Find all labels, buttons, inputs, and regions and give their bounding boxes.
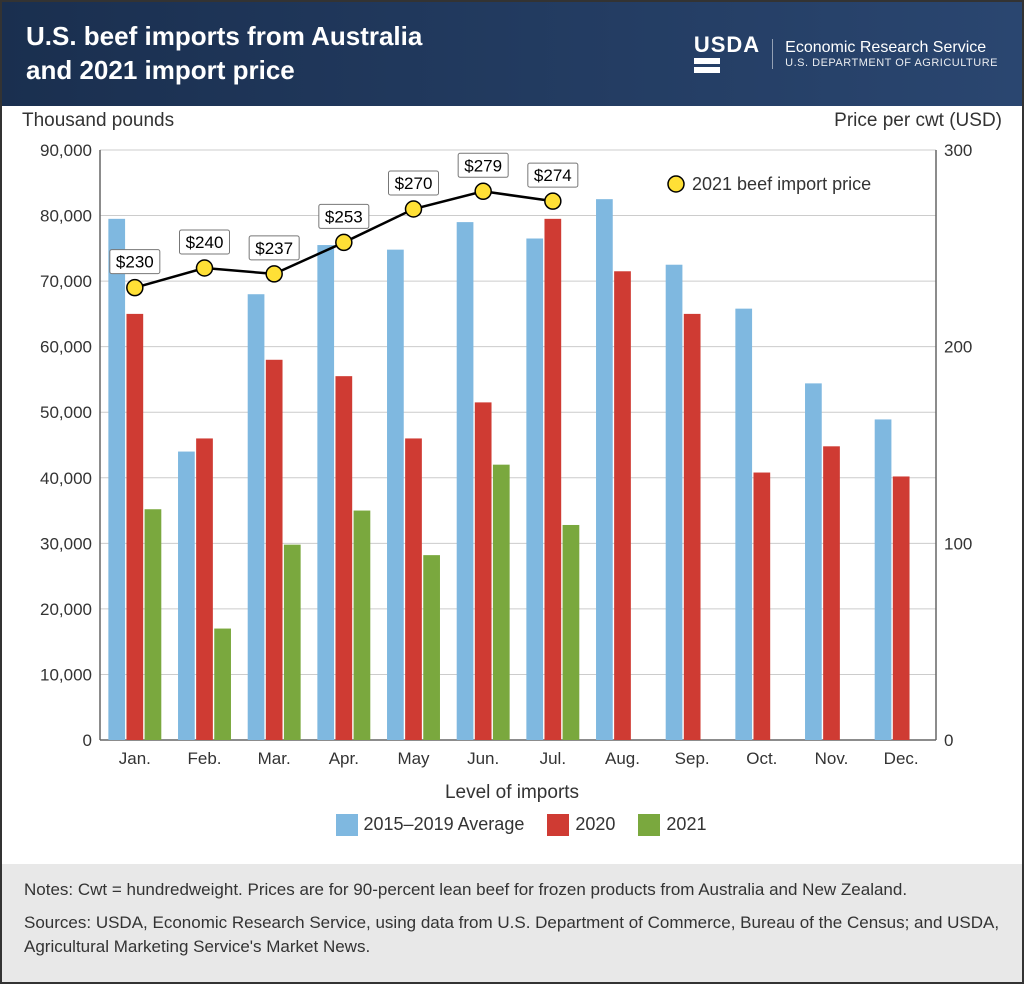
svg-text:40,000: 40,000 xyxy=(40,468,92,487)
sources-line: Sources: USDA, Economic Research Service… xyxy=(24,911,1000,960)
svg-text:Sep.: Sep. xyxy=(675,749,710,768)
svg-text:$274: $274 xyxy=(534,166,572,185)
svg-text:$253: $253 xyxy=(325,207,363,226)
usda-bars-icon xyxy=(694,58,720,76)
svg-text:50,000: 50,000 xyxy=(40,403,92,422)
svg-text:60,000: 60,000 xyxy=(40,337,92,356)
svg-text:Dec.: Dec. xyxy=(884,749,919,768)
footer-notes: Notes: Cwt = hundredweight. Prices are f… xyxy=(2,864,1022,982)
header-bar: U.S. beef imports from Australia and 202… xyxy=(2,2,1022,106)
chart-svg: 0 10,000 20,000 30,000 40,000 50,000 60,000 70,… xyxy=(22,116,1006,776)
legend-label-2021: 2021 xyxy=(666,814,706,834)
bar-legend: 2015–2019 Average 2020 2021 xyxy=(22,806,1002,848)
sources-text: USDA, Economic Research Service, using d… xyxy=(24,913,999,957)
svg-text:300: 300 xyxy=(944,141,972,160)
title-line1: U.S. beef imports from Australia xyxy=(26,21,422,51)
svg-text:10,000: 10,000 xyxy=(40,665,92,684)
notes-label: Notes: xyxy=(24,880,73,899)
svg-text:Nov.: Nov. xyxy=(815,749,849,768)
sources-label: Sources: xyxy=(24,913,91,932)
svg-text:Feb.: Feb. xyxy=(187,749,221,768)
usda-wordmark: USDA xyxy=(694,32,760,57)
title-line2: and 2021 import price xyxy=(26,55,295,85)
usda-subtitle2: U.S. DEPARTMENT OF AGRICULTURE xyxy=(785,57,998,69)
svg-text:200: 200 xyxy=(944,337,972,356)
svg-text:0: 0 xyxy=(83,731,92,750)
legend-swatch-2021 xyxy=(638,814,660,836)
legend-label-2020: 2020 xyxy=(575,814,615,834)
legend-label-avg: 2015–2019 Average xyxy=(364,814,525,834)
usda-logo-block: USDA Economic Research Service U.S. DEPA… xyxy=(694,32,998,76)
svg-text:May: May xyxy=(397,749,430,768)
svg-text:90,000: 90,000 xyxy=(40,141,92,160)
svg-text:30,000: 30,000 xyxy=(40,534,92,553)
svg-text:70,000: 70,000 xyxy=(40,272,92,291)
svg-text:$270: $270 xyxy=(395,174,433,193)
svg-text:Apr.: Apr. xyxy=(329,749,359,768)
svg-text:$230: $230 xyxy=(116,252,154,271)
notes-text: Cwt = hundredweight. Prices are for 90-p… xyxy=(73,880,907,899)
svg-text:Aug.: Aug. xyxy=(605,749,640,768)
notes-line: Notes: Cwt = hundredweight. Prices are f… xyxy=(24,878,1000,903)
svg-text:20,000: 20,000 xyxy=(40,599,92,618)
chart-container: U.S. beef imports from Australia and 202… xyxy=(0,0,1024,984)
svg-text:Jan.: Jan. xyxy=(119,749,151,768)
legend-swatch-avg xyxy=(336,814,358,836)
chart-area: Thousand pounds Price per cwt (USD) 010,… xyxy=(2,106,1022,864)
svg-text:2021 beef import price: 2021 beef import price xyxy=(692,174,871,194)
chart-title: U.S. beef imports from Australia and 202… xyxy=(26,20,422,88)
usda-subtitle1: Economic Research Service xyxy=(785,39,998,57)
svg-text:100: 100 xyxy=(944,534,972,553)
svg-text:$240: $240 xyxy=(186,233,224,252)
plot-region: 0 10,000 20,000 30,000 40,000 50,000 60,000 70,… xyxy=(22,116,1002,776)
svg-text:0: 0 xyxy=(944,731,953,750)
svg-text:80,000: 80,000 xyxy=(40,206,92,225)
svg-text:Jun.: Jun. xyxy=(467,749,499,768)
svg-text:$279: $279 xyxy=(464,156,502,175)
svg-text:Jul.: Jul. xyxy=(540,749,566,768)
svg-text:$237: $237 xyxy=(255,238,293,257)
legend-swatch-2020 xyxy=(547,814,569,836)
svg-text:Oct.: Oct. xyxy=(746,749,777,768)
x-axis-title: Level of imports xyxy=(22,776,1002,806)
svg-text:Mar.: Mar. xyxy=(258,749,291,768)
